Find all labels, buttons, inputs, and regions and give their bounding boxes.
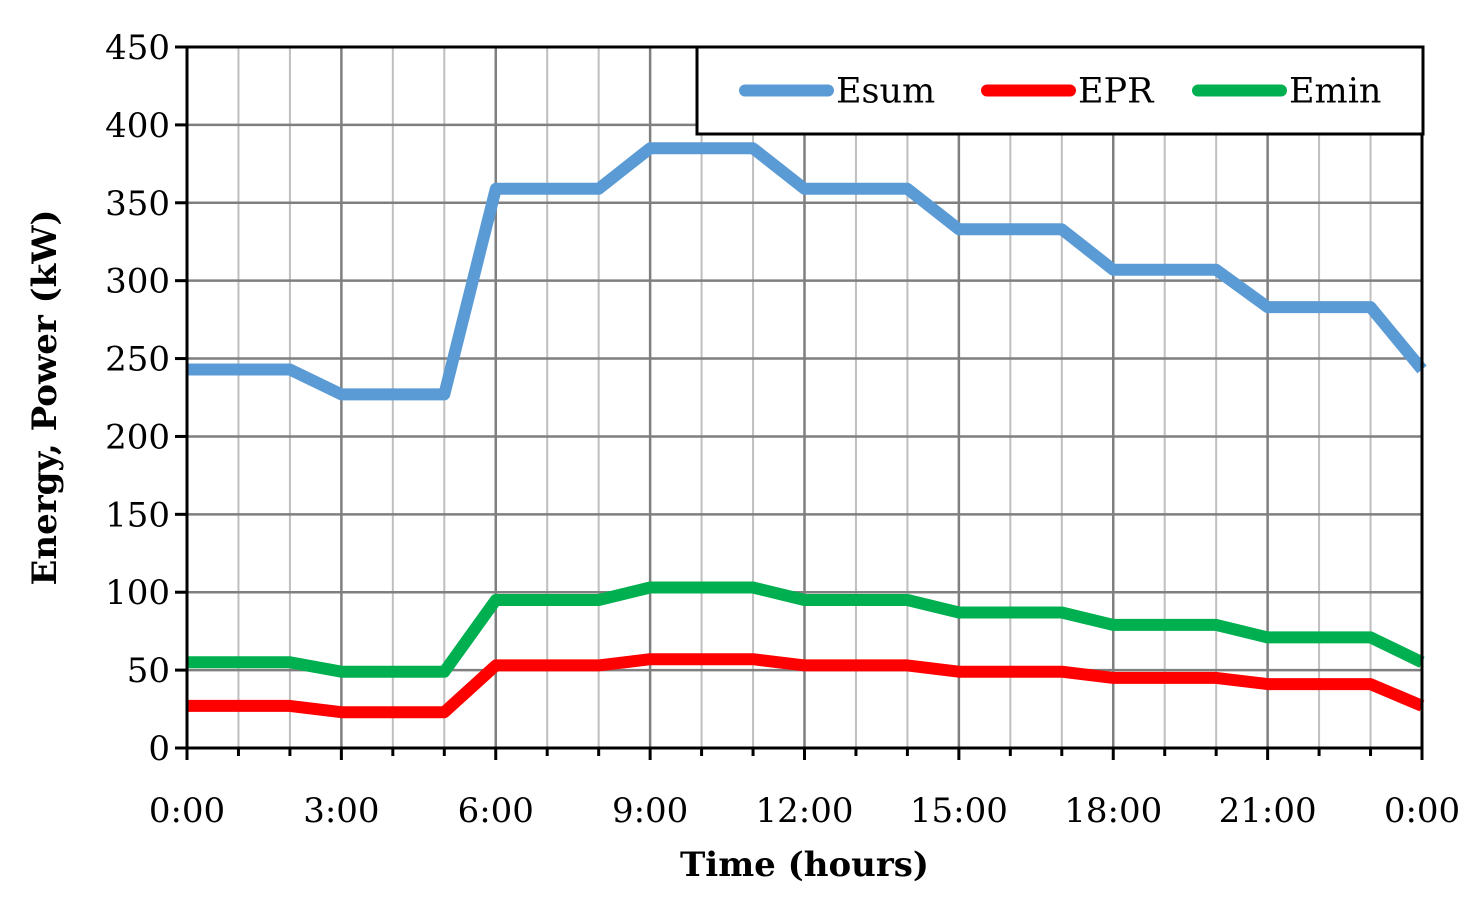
x-tick-label: 0:00 — [149, 791, 225, 831]
series-line-epr — [187, 653, 1425, 719]
x-tick-label: 18:00 — [1064, 791, 1162, 831]
axis-ticks: 0 50 100 150 200 250 300 350 400 450 0:00 3:00 6:00 9… — [105, 28, 1460, 831]
y-tick-label: 250 — [105, 340, 170, 380]
x-tick-label: 3:00 — [303, 791, 379, 831]
y-tick-label: 0 — [148, 729, 170, 769]
series-lines — [187, 142, 1427, 719]
legend-label-esum: Esum — [836, 72, 935, 112]
x-tick-label: 15:00 — [910, 791, 1008, 831]
x-tick-label: 9:00 — [612, 791, 688, 831]
x-tick-label: 6:00 — [458, 791, 534, 831]
x-axis-title: Time (hours) — [680, 845, 929, 885]
y-tick-label: 450 — [105, 28, 170, 68]
y-tick-label: 100 — [105, 573, 170, 613]
series-line-esum — [187, 142, 1427, 401]
legend-label-epr: EPR — [1078, 72, 1155, 112]
y-tick-label: 150 — [105, 495, 170, 535]
legend: Esum EPR Emin — [695, 45, 1425, 136]
legend-items: Esum EPR Emin — [739, 72, 1381, 112]
y-tick-label: 350 — [105, 184, 170, 224]
x-tick-label: 21:00 — [1219, 791, 1317, 831]
series-line-emin — [187, 581, 1425, 678]
legend-label-emin: Emin — [1289, 72, 1381, 112]
x-tick-label: 12:00 — [756, 791, 854, 831]
y-tick-label: 200 — [105, 417, 170, 457]
y-axis-title: Energy, Power (kW) — [25, 209, 65, 585]
y-tick-label: 400 — [105, 106, 170, 146]
x-tick-label: 0:00 — [1384, 791, 1460, 831]
y-tick-label: 50 — [127, 651, 170, 691]
y-tick-label: 300 — [105, 262, 170, 302]
